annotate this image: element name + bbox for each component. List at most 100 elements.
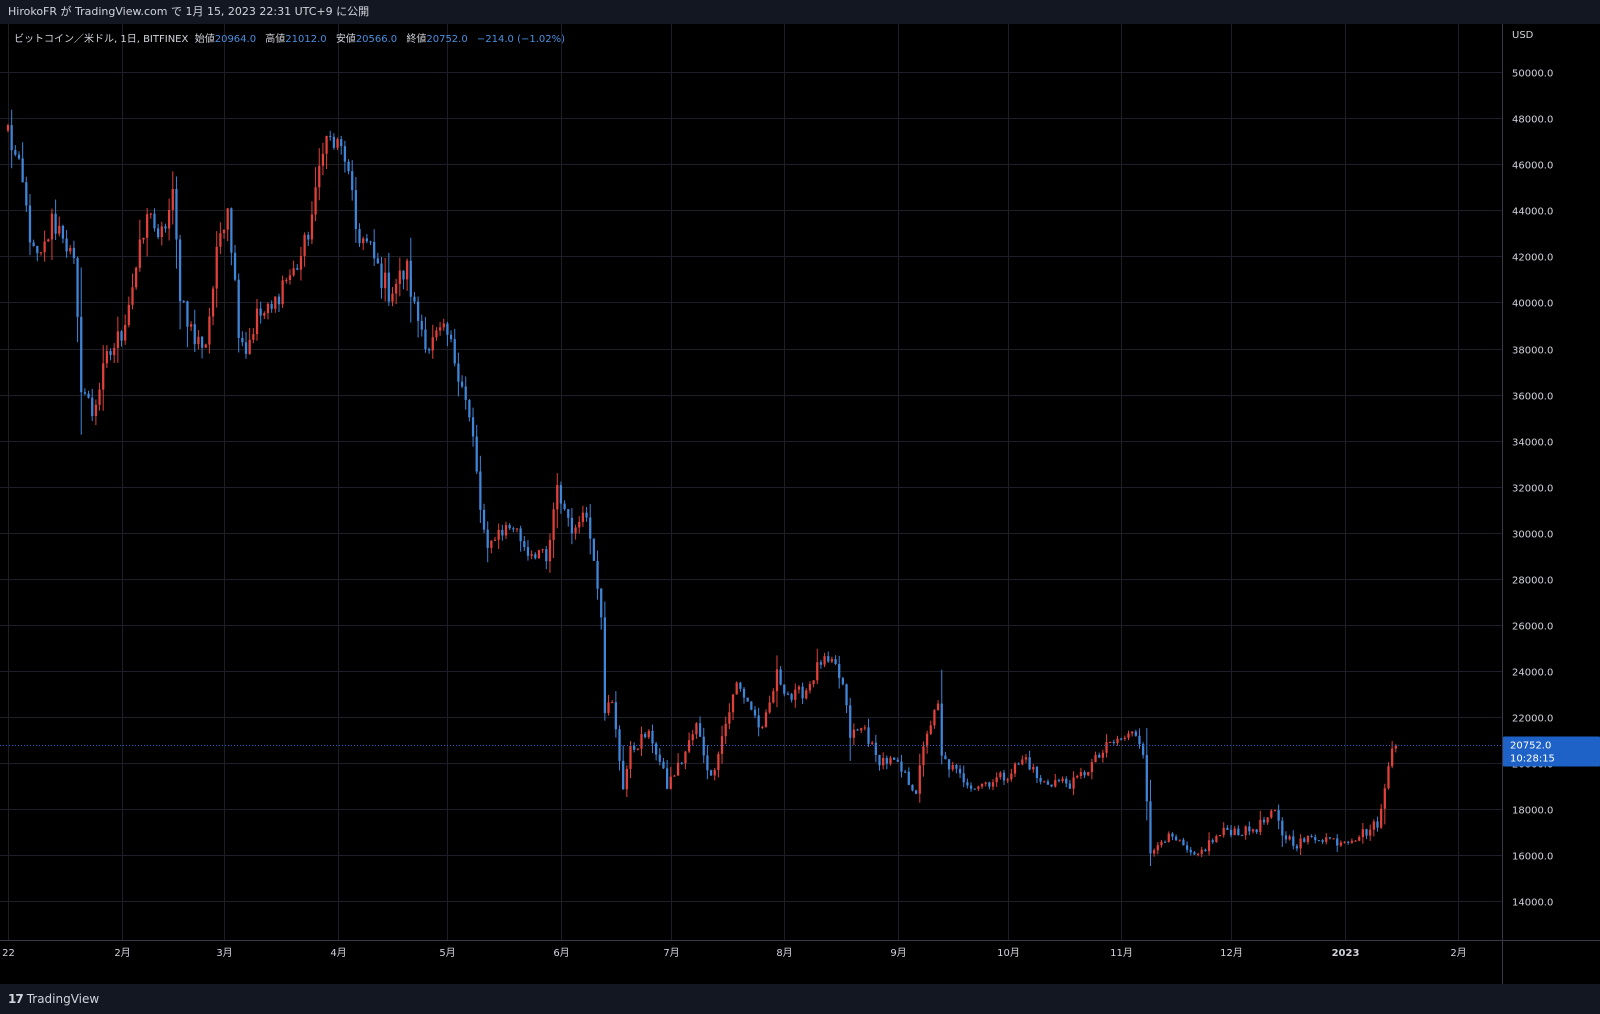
candle-body <box>65 238 68 252</box>
candle-body <box>124 324 127 341</box>
candlestick-chart[interactable]: 14000.016000.018000.020000.022000.024000… <box>0 24 1600 984</box>
candle-body <box>416 301 420 321</box>
chart-area[interactable]: ビットコイン／米ドル, 1日, BITFINEX 始値20964.0 高値210… <box>0 24 1600 984</box>
candle-body <box>629 745 632 769</box>
candle-body <box>47 239 50 242</box>
candle-body <box>336 139 339 148</box>
candle-body <box>1207 840 1211 852</box>
tradingview-brand[interactable]: 17 TradingView <box>8 984 99 1014</box>
candle-body <box>633 745 636 750</box>
candle-body <box>1237 828 1240 836</box>
price-axis[interactable]: 14000.016000.018000.020000.022000.024000… <box>1502 24 1600 984</box>
candle-body <box>841 678 845 685</box>
candle-body <box>241 337 244 343</box>
candle-body <box>321 153 325 166</box>
candle-body <box>889 757 892 764</box>
candle-body <box>460 381 464 387</box>
candle-body <box>1145 754 1148 802</box>
candle-body <box>76 258 79 317</box>
candle-body <box>724 723 727 737</box>
candle-body <box>354 190 358 230</box>
candle-body <box>21 158 24 183</box>
candle-body <box>1248 826 1251 832</box>
legend-open-label: 始値 <box>194 34 215 45</box>
candle-body <box>1321 840 1324 842</box>
price-tick-label: 18000.0 <box>1512 806 1553 817</box>
candle-body <box>72 247 76 259</box>
candle-body <box>991 782 995 787</box>
candle-body <box>687 740 691 752</box>
candle-body <box>607 702 610 713</box>
candle-body <box>347 161 350 172</box>
candle-body <box>797 686 801 690</box>
candle-body <box>39 252 43 254</box>
candle-body <box>753 709 757 716</box>
candle-body <box>351 171 354 191</box>
candle-body <box>490 540 493 548</box>
candle-body <box>244 342 248 354</box>
candle-body <box>464 386 467 401</box>
candle-body <box>676 762 680 776</box>
candle-body <box>702 736 705 756</box>
candles <box>6 109 1397 867</box>
candle-body <box>622 760 625 790</box>
candle-body <box>413 296 416 302</box>
candle-body <box>398 270 401 284</box>
candle-body <box>640 733 643 749</box>
candle-body <box>534 554 537 559</box>
time-axis[interactable]: 22 2月 3月 4月 5月 6月 7月 8月 9月 10月 11月 12月 2023 2月 <box>0 940 1600 960</box>
candle-body <box>427 349 431 351</box>
candle-body <box>973 788 976 790</box>
candle-body <box>1211 840 1214 843</box>
candle-body <box>764 712 768 727</box>
candle-body <box>1083 772 1086 776</box>
candle-body <box>142 237 145 240</box>
last-price-marker: 20752.0 10:28:15 <box>0 736 1600 767</box>
candle-body <box>149 213 152 215</box>
candle-body <box>958 768 962 774</box>
time-tick-label: 10月 <box>997 947 1020 959</box>
candle-body <box>248 339 251 354</box>
candle-body <box>1021 759 1024 765</box>
candle-body <box>486 529 489 548</box>
time-tick-label: 2月 <box>1450 947 1466 959</box>
candle-body <box>1299 838 1302 849</box>
candle-body <box>197 336 200 345</box>
candle-body <box>1138 735 1141 745</box>
candle-body <box>167 209 171 229</box>
candle-body <box>1076 775 1079 778</box>
candle-body <box>237 279 240 338</box>
legend-low-value: 20566.0 <box>355 34 398 45</box>
candle-body <box>545 549 548 562</box>
candle-body <box>698 723 702 737</box>
candle-body <box>775 669 779 692</box>
candle-body <box>669 776 672 789</box>
candle-body <box>94 404 98 416</box>
candle-body <box>1255 829 1258 833</box>
candle-body <box>574 527 577 534</box>
candle-body <box>178 239 182 302</box>
candle-body <box>603 617 607 713</box>
candle-body <box>255 308 259 335</box>
candle-body <box>1233 828 1236 836</box>
candle-body <box>1303 838 1306 842</box>
legend-high-label: 高値 <box>265 34 286 45</box>
candle-body <box>1343 841 1346 843</box>
candle-body <box>871 742 874 744</box>
candle-body <box>918 765 921 794</box>
candle-body <box>299 256 303 270</box>
candle-body <box>105 351 109 364</box>
candle-body <box>720 736 724 754</box>
candle-body <box>867 727 870 744</box>
candle-body <box>1160 841 1163 846</box>
candle-body <box>1376 821 1379 828</box>
candle-body <box>962 773 965 783</box>
candle-body <box>80 316 83 393</box>
candle-body <box>651 730 654 744</box>
time-tick-label: 2月 <box>114 947 130 959</box>
legend-change-value: −214.0 (−1.02%) <box>476 34 566 45</box>
candle-body <box>1240 835 1244 837</box>
candle-body <box>1226 827 1229 830</box>
candle-body <box>834 659 837 665</box>
candle-body <box>929 725 932 734</box>
